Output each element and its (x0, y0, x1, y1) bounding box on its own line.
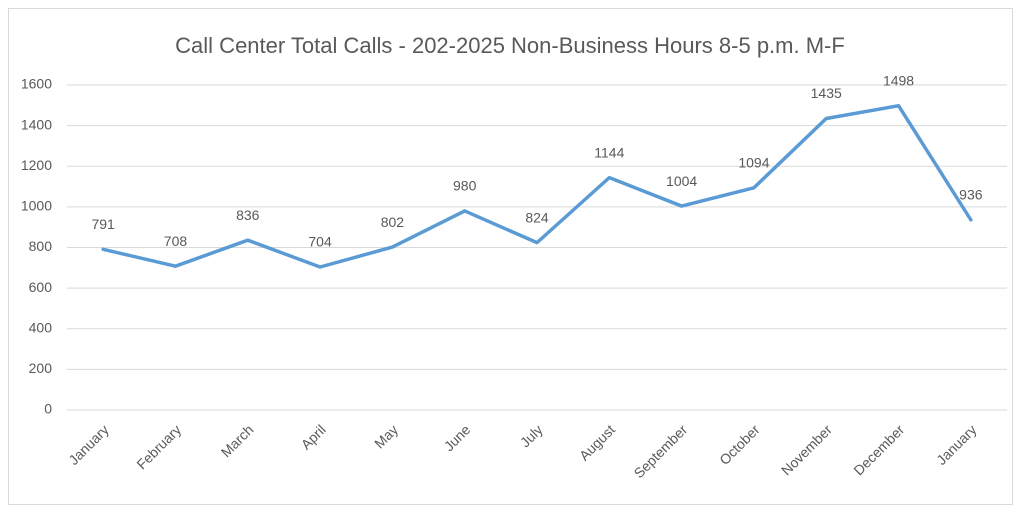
data-label: 704 (308, 234, 332, 250)
chart-frame (8, 8, 1013, 505)
data-label: 1094 (738, 154, 769, 170)
y-tick-label: 1400 (21, 116, 52, 132)
series-line (101, 103, 973, 269)
y-tick-label: 0 (44, 401, 52, 417)
y-tick-label: 200 (29, 360, 53, 376)
data-label: 824 (525, 209, 549, 225)
y-tick-label: 400 (29, 319, 53, 335)
y-tick-label: 1600 (21, 76, 52, 92)
data-label: 936 (959, 187, 983, 203)
data-label: 802 (381, 214, 405, 230)
y-tick-label: 600 (29, 279, 53, 295)
y-tick-label: 1200 (21, 157, 52, 173)
data-label: 1004 (666, 173, 697, 189)
data-label: 1144 (594, 144, 624, 160)
data-label: 1435 (811, 85, 842, 101)
data-label: 1498 (883, 72, 914, 88)
data-label: 980 (453, 178, 477, 194)
chart-title: Call Center Total Calls - 202-2025 Non-B… (175, 33, 845, 58)
y-tick-label: 800 (29, 238, 53, 254)
data-label: 708 (164, 233, 188, 249)
y-tick-label: 1000 (21, 198, 52, 214)
data-label: 836 (236, 207, 260, 223)
data-label: 791 (91, 216, 115, 232)
